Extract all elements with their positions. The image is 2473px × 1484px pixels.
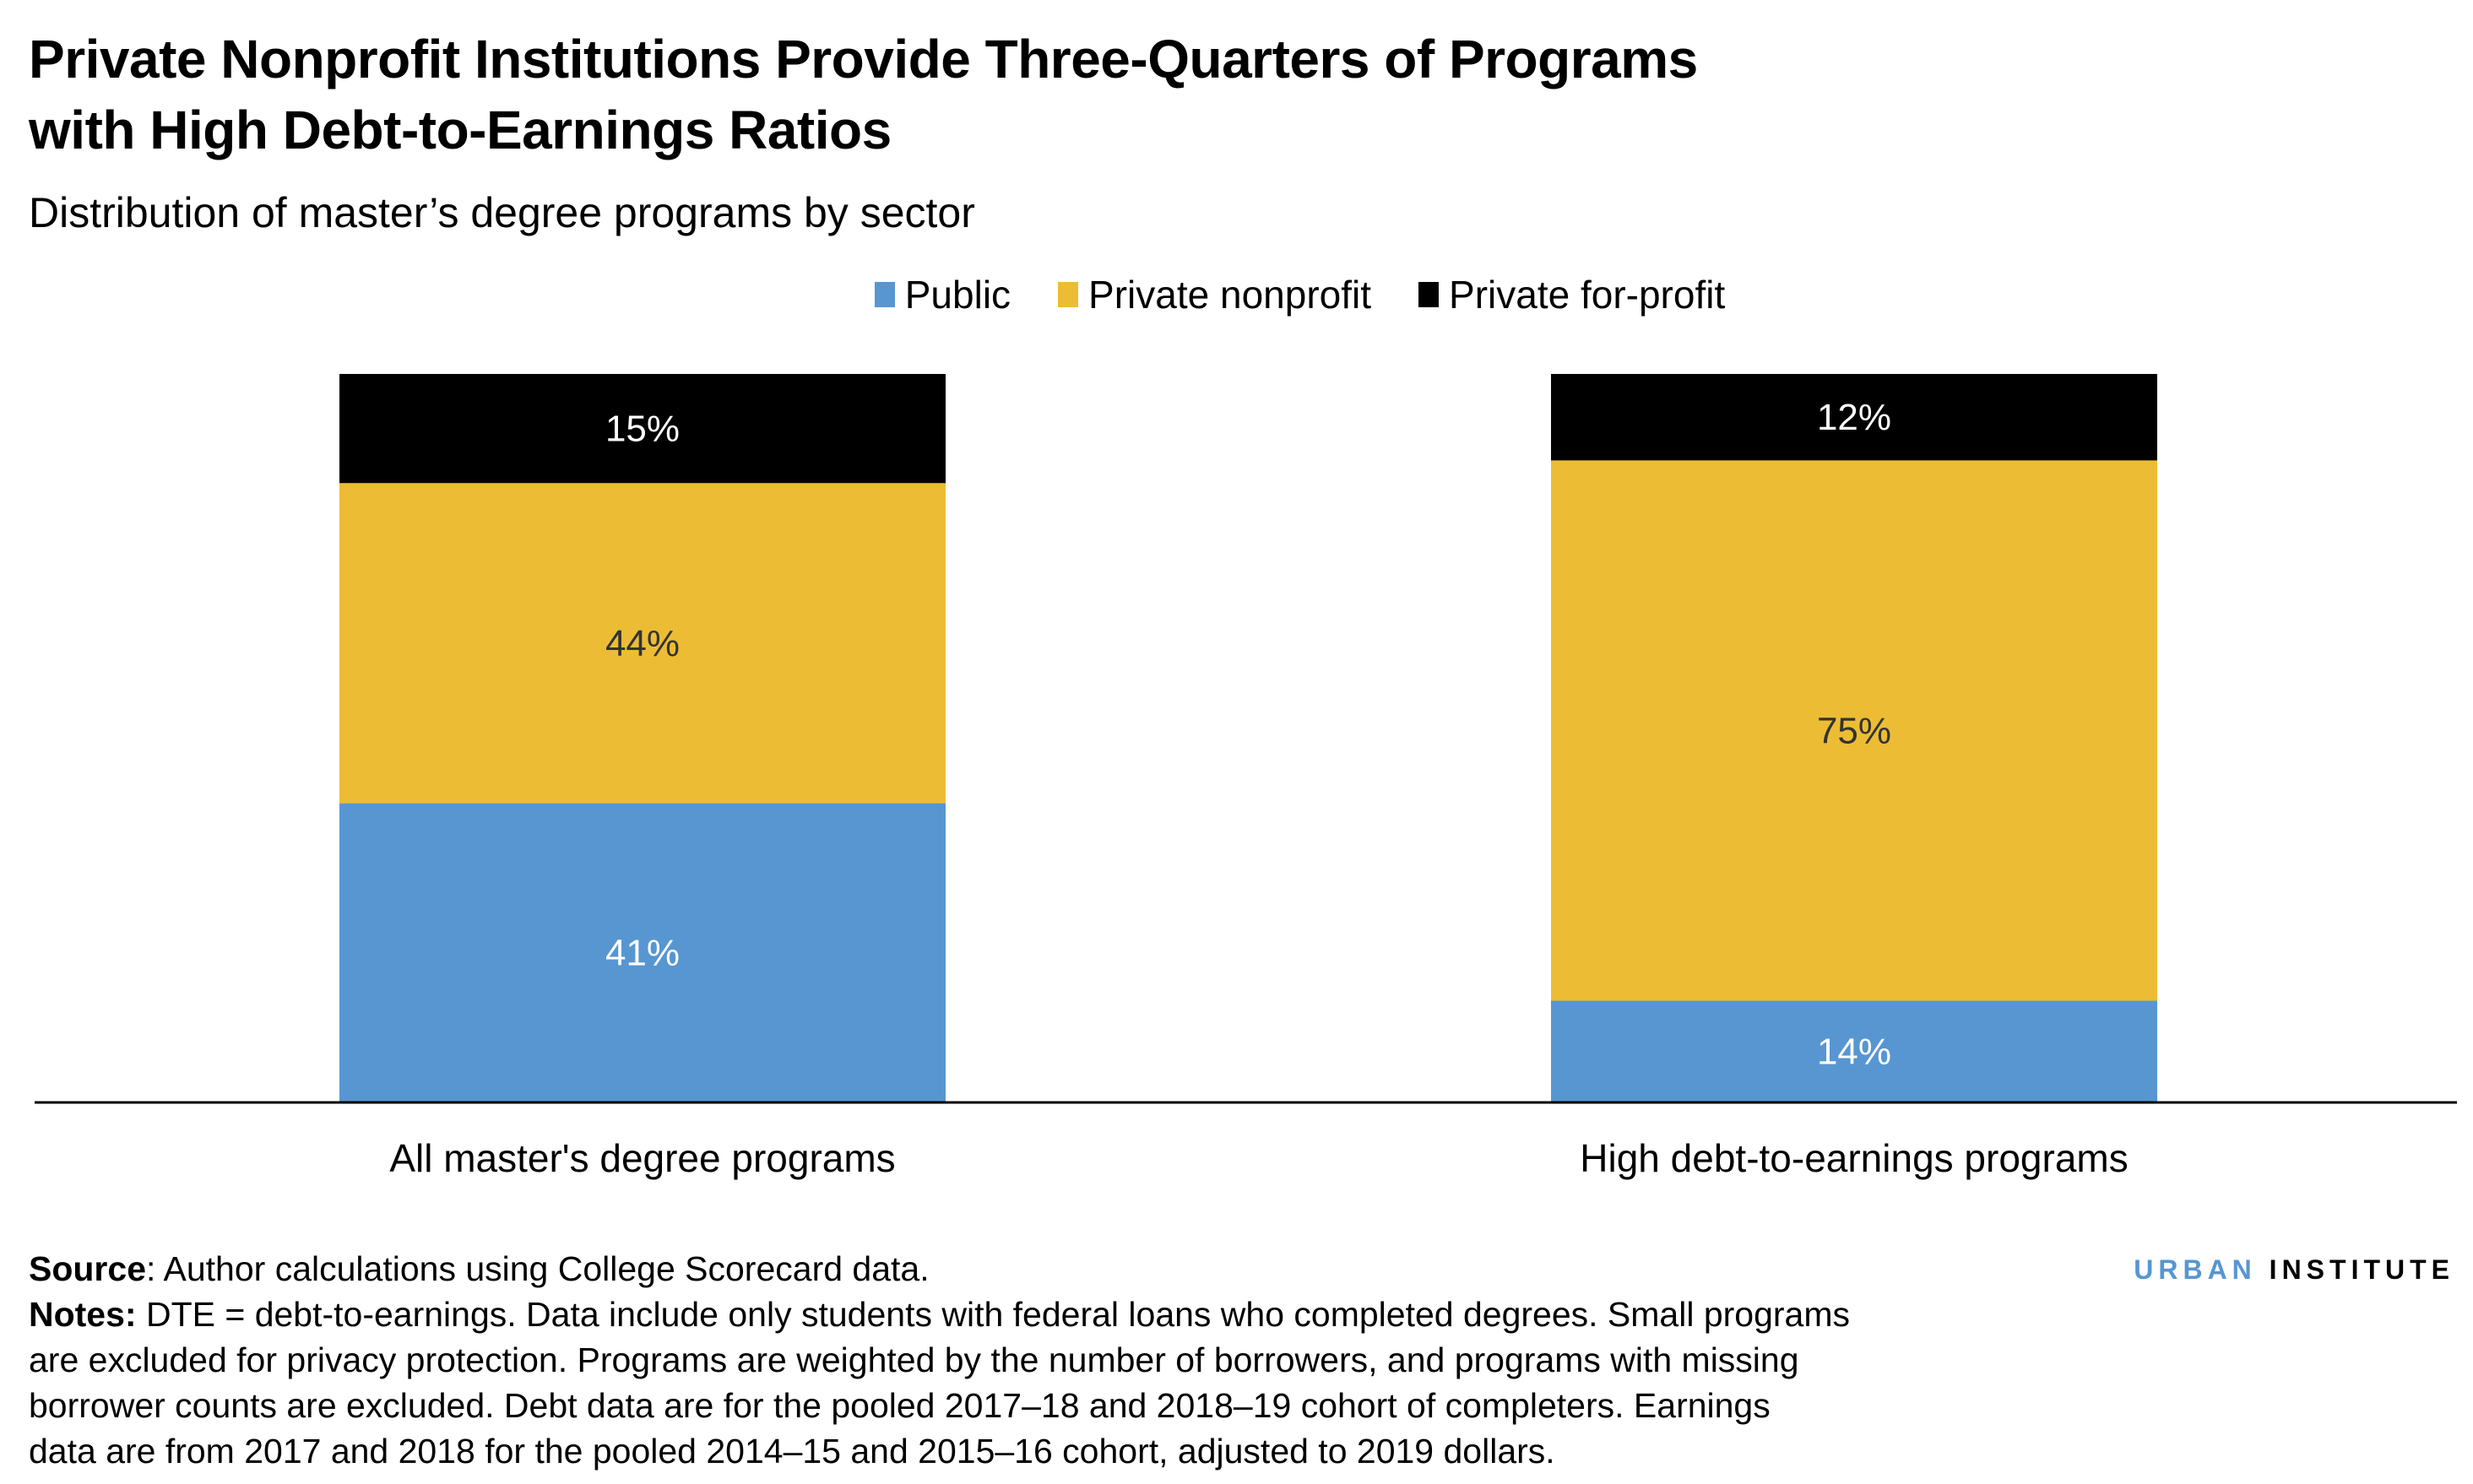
notes-line: Notes: DTE = debt-to-earnings. Data incl… xyxy=(29,1292,1850,1337)
legend-label: Public xyxy=(904,273,1011,317)
source-label: Source xyxy=(29,1249,146,1288)
legend: Public Private nonprofit Private for-pro… xyxy=(0,272,2473,317)
chart-subtitle: Distribution of master’s degree programs… xyxy=(29,189,975,236)
legend-swatch xyxy=(1058,282,1079,307)
logo-part: INSTITUTE xyxy=(2269,1254,2454,1285)
legend-item-private-for-profit: Private for-profit xyxy=(1418,272,1725,317)
bar-segment xyxy=(1551,460,2157,1001)
legend-label: Private nonprofit xyxy=(1088,273,1372,317)
legend-item-private-nonprofit: Private nonprofit xyxy=(1058,272,1371,317)
data-label: 41% xyxy=(605,932,680,973)
bar-segment xyxy=(1551,374,2157,461)
category-label: High debt-to-earnings programs xyxy=(1580,1136,2128,1180)
notes-label: Notes: xyxy=(29,1295,137,1334)
bar-segment xyxy=(339,483,946,804)
legend-item-public: Public xyxy=(874,272,1011,317)
notes-line: data are from 2017 and 2018 for the pool… xyxy=(29,1432,1555,1470)
logo-part: URBAN xyxy=(2134,1254,2257,1285)
data-label: 75% xyxy=(1817,710,1891,751)
legend-swatch xyxy=(1418,282,1440,307)
stacked-bar-chart: 41% 44% 15% All master's degree programs 14%… xyxy=(35,374,2457,1180)
data-label: 14% xyxy=(1817,1031,1891,1072)
legend-swatch xyxy=(874,282,895,307)
notes-line: borrower counts are excluded. Debt data … xyxy=(29,1386,1771,1425)
source-line: Source: Author calculations using Colleg… xyxy=(29,1246,1850,1292)
data-label: 44% xyxy=(605,623,680,664)
urban-institute-logo: URBAN INSTITUTE xyxy=(2134,1254,2454,1286)
bar-segment xyxy=(1551,1000,2157,1102)
data-label: 12% xyxy=(1817,397,1891,438)
legend-label: Private for-profit xyxy=(1449,273,1726,317)
bar-segment xyxy=(339,374,946,484)
data-label: 15% xyxy=(605,409,680,450)
title-line: Private Nonprofit Institutions Provide T… xyxy=(29,29,1698,89)
title-line: with High Debt-to-Earnings Ratios xyxy=(29,100,892,160)
category-label: All master's degree programs xyxy=(389,1136,895,1180)
notes-text: DTE = debt-to-earnings. Data include onl… xyxy=(136,1295,1850,1334)
footer-notes: Source: Author calculations using Colleg… xyxy=(29,1246,1850,1474)
chart-title: Private Nonprofit Institutions Provide T… xyxy=(29,24,1698,165)
source-text: : Author calculations using College Scor… xyxy=(146,1249,930,1288)
bar-segment xyxy=(339,803,946,1102)
notes-line: are excluded for privacy protection. Pro… xyxy=(29,1340,1799,1379)
